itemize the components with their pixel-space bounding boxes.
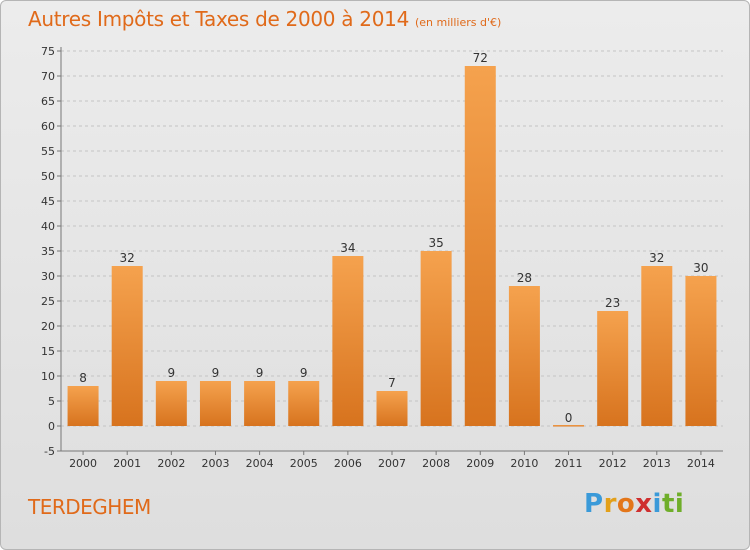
x-tick-label-2002: 2002: [157, 457, 185, 470]
y-tick-label: 10: [41, 370, 55, 383]
y-tick-label: 20: [41, 320, 55, 333]
y-tick-label: 65: [41, 95, 55, 108]
data-label-2011: 0: [565, 411, 573, 425]
proxiti-logo: Proxiti: [584, 489, 684, 519]
bar-2002: [155, 381, 187, 426]
bar-2000: [67, 386, 99, 426]
bar-2011: [553, 425, 585, 427]
chart-title-text: Autres Impôts et Taxes de 2000 à 2014: [28, 7, 409, 31]
y-tick-label: 35: [41, 245, 55, 258]
y-tick-label: 25: [41, 295, 55, 308]
bar-2001: [111, 266, 143, 426]
logo-letter: t: [661, 489, 675, 519]
bar-2010: [508, 286, 540, 426]
x-tick-label-2000: 2000: [69, 457, 97, 470]
data-label-2003: 9: [212, 366, 220, 380]
bar-2005: [288, 381, 320, 426]
y-tick-label: 40: [41, 220, 55, 233]
data-label-2010: 28: [517, 271, 532, 285]
x-tick-label-2004: 2004: [246, 457, 274, 470]
x-tick-label-2011: 2011: [555, 457, 583, 470]
logo-letter: i: [674, 489, 685, 519]
x-tick-label-2012: 2012: [599, 457, 627, 470]
y-tick-label: -5: [44, 445, 55, 458]
data-label-2002: 9: [168, 366, 176, 380]
bar-2008: [420, 251, 452, 426]
y-tick-label: 75: [41, 45, 55, 58]
x-tick-label-2010: 2010: [510, 457, 538, 470]
bar-2003: [199, 381, 231, 426]
data-label-2008: 35: [428, 236, 443, 250]
logo-letter: r: [603, 489, 617, 519]
chart-subtitle: (en milliers d'€): [415, 16, 502, 29]
x-tick-label-2009: 2009: [466, 457, 494, 470]
data-label-2006: 34: [340, 241, 355, 255]
logo-letter: x: [635, 489, 653, 519]
x-tick-label-2003: 2003: [201, 457, 229, 470]
data-label-2004: 9: [256, 366, 264, 380]
data-label-2013: 32: [649, 251, 664, 265]
bar-2012: [597, 311, 629, 426]
x-tick-label-2008: 2008: [422, 457, 450, 470]
logo-letter: o: [616, 489, 636, 519]
logo-letter: P: [584, 489, 604, 519]
bar-2013: [641, 266, 673, 426]
bar-2006: [332, 256, 364, 426]
y-tick-label: 30: [41, 270, 55, 283]
y-tick-label: 55: [41, 145, 55, 158]
y-tick-label: 70: [41, 70, 55, 83]
x-tick-label-2005: 2005: [290, 457, 318, 470]
commune-name: TERDEGHEM: [28, 495, 151, 519]
x-tick-label-2013: 2013: [643, 457, 671, 470]
data-label-2014: 30: [693, 261, 708, 275]
x-tick-label-2001: 2001: [113, 457, 141, 470]
data-label-2009: 72: [473, 51, 488, 65]
data-label-2007: 7: [388, 376, 396, 390]
x-tick-label-2007: 2007: [378, 457, 406, 470]
bar-2004: [244, 381, 276, 426]
bar-2007: [376, 391, 408, 426]
logo-letter: i: [652, 489, 662, 519]
y-tick-label: 60: [41, 120, 55, 133]
data-label-2001: 32: [120, 251, 135, 265]
x-tick-label-2014: 2014: [687, 457, 715, 470]
data-label-2005: 9: [300, 366, 308, 380]
y-tick-label: 5: [48, 395, 55, 408]
y-tick-label: 45: [41, 195, 55, 208]
data-label-2000: 8: [79, 371, 87, 385]
bar-2014: [685, 276, 717, 426]
data-label-2012: 23: [605, 296, 620, 310]
y-tick-label: 15: [41, 345, 55, 358]
chart-title: Autres Impôts et Taxes de 2000 à 2014 (en…: [28, 7, 501, 31]
bar-2009: [464, 66, 496, 426]
y-tick-label: 0: [48, 420, 55, 433]
x-tick-label-2006: 2006: [334, 457, 362, 470]
y-tick-label: 50: [41, 170, 55, 183]
